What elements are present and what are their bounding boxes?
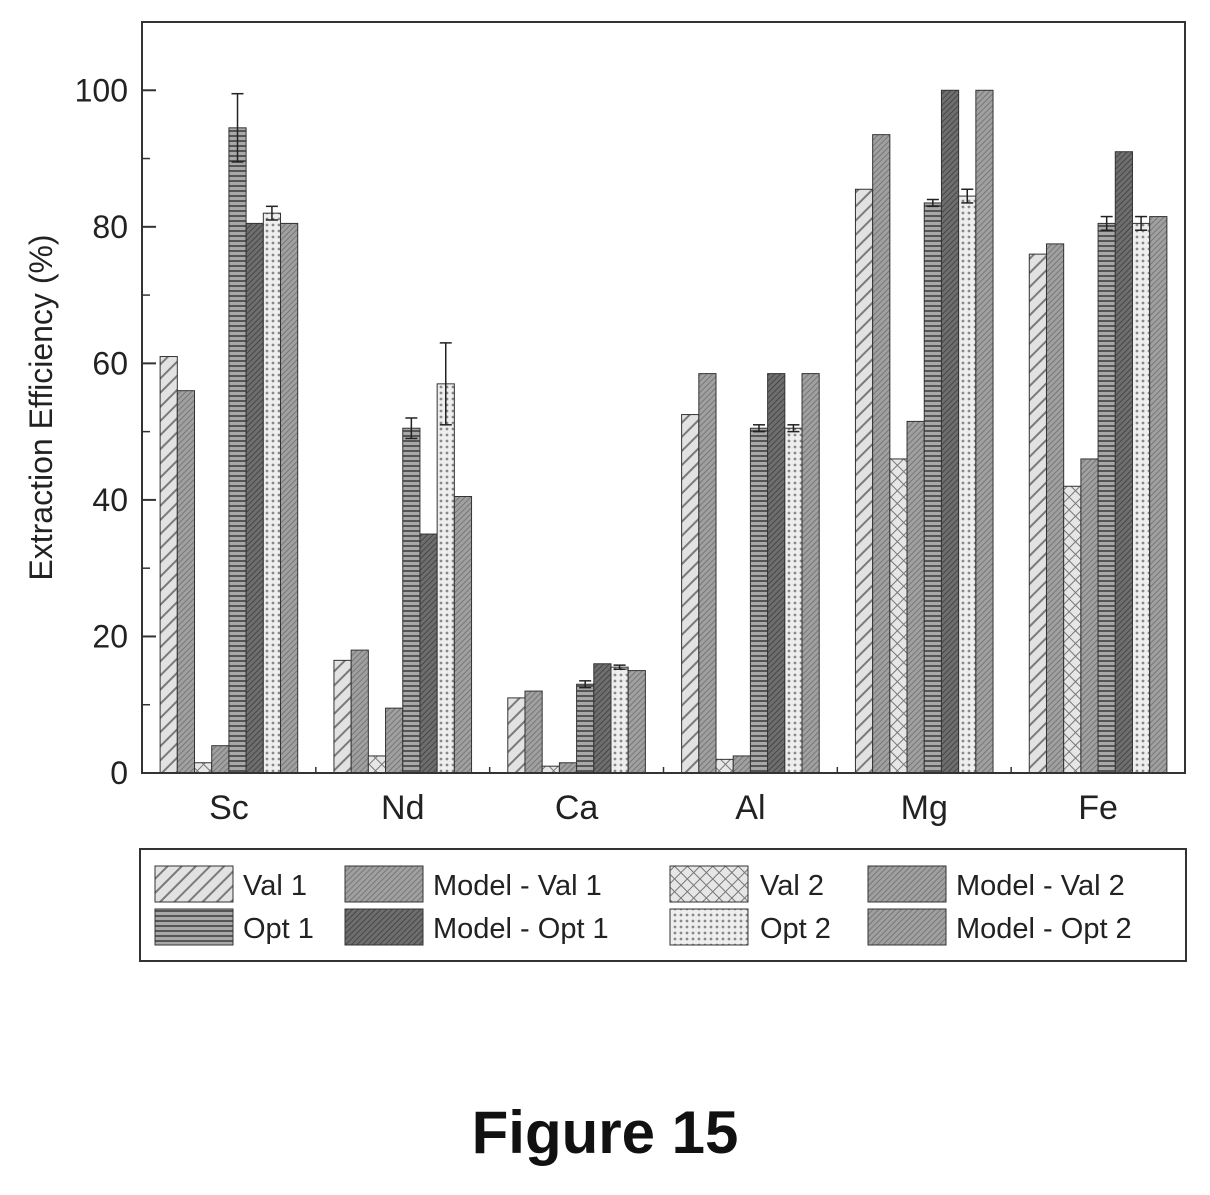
bar-sc-val-1: [159, 356, 178, 774]
bar-fe-val-1: [1028, 253, 1047, 774]
bar-al-model-val-2: [732, 755, 751, 774]
y-tick-label: 0: [110, 755, 128, 791]
tick-labels: 0 20 40 60 80 100 Sc Nd Ca Al Mg Fe: [75, 72, 1118, 827]
bar-fe-val-2: [1063, 485, 1082, 774]
bar-fe-model-opt-1: [1114, 151, 1133, 774]
bar-al-opt-1: [749, 427, 769, 774]
bar-sc-model-val-2: [211, 745, 230, 774]
bar-fe-model-val-1: [1045, 243, 1065, 774]
bar-mg-model-opt-1: [940, 89, 960, 774]
y-tick-label: 100: [75, 72, 128, 108]
x-tick-label: Al: [735, 789, 765, 827]
bar-sc-model-opt-2: [280, 222, 299, 774]
bar-ca-opt-1: [576, 683, 595, 774]
bar-ca-val-1: [507, 697, 526, 774]
bar-al-model-val-1: [698, 373, 717, 774]
y-tick-label: 40: [92, 482, 128, 518]
legend-label: Model - Val 2: [956, 870, 1125, 902]
bar-sc-model-val-1: [176, 390, 196, 774]
y-tick-label: 20: [92, 618, 128, 654]
y-axis-title: Extraction Efficiency (%): [23, 234, 59, 580]
x-tick-label: Fe: [1078, 789, 1118, 827]
bar-mg-model-val-1: [872, 134, 891, 774]
bar-al-model-opt-1: [767, 373, 786, 774]
bar-fe-opt-2: [1131, 222, 1151, 774]
bar-nd-val-2: [367, 755, 387, 774]
bar-sc-opt-2: [262, 212, 282, 774]
bar-nd-model-val-2: [385, 707, 404, 774]
x-tick-label: Ca: [555, 789, 599, 827]
bar-nd-opt-2: [436, 383, 455, 774]
error-bars: [231, 92, 1148, 689]
bar-ca-model-val-2: [558, 762, 578, 774]
bar-ca-model-opt-2: [627, 670, 646, 774]
bar-nd-model-opt-2: [453, 495, 473, 774]
bar-al-val-1: [681, 414, 700, 774]
x-tick-label: Sc: [209, 789, 249, 827]
x-tick-label: Mg: [901, 789, 948, 827]
bar-nd-model-val-1: [350, 649, 369, 774]
legend-swatch: [344, 865, 424, 903]
bar-al-val-2: [715, 758, 734, 774]
bar-nd-opt-1: [402, 427, 421, 774]
bar-mg-val-2: [889, 458, 908, 774]
bar-sc-opt-1: [228, 127, 247, 774]
y-tick-label: 80: [92, 209, 128, 245]
bar-ca-model-opt-1: [593, 663, 612, 774]
bar-mg-model-opt-2: [975, 89, 994, 774]
bar-al-model-opt-2: [801, 373, 820, 774]
bars: [159, 89, 1168, 774]
legend-swatch: [154, 908, 234, 946]
legend-swatch: [344, 908, 424, 946]
legend-swatch: [867, 865, 947, 903]
bar-mg-model-val-2: [906, 420, 925, 774]
legend-label: Val 2: [760, 870, 824, 902]
legend-label: Model - Opt 2: [956, 913, 1132, 945]
legend-label: Model - Opt 1: [433, 913, 609, 945]
legend-label: Opt 2: [760, 913, 831, 945]
legend: Val 1 Model - Val 1 Val 2 Model - Val 2 Opt …: [139, 848, 1187, 962]
bar-mg-val-1: [854, 188, 874, 774]
bar-ca-model-val-1: [524, 690, 543, 774]
legend-box: [139, 848, 1187, 962]
bar-fe-model-val-2: [1080, 458, 1099, 774]
bar-chart: 0 20 40 60 80 100 Sc Nd Ca Al Mg Fe Extraction Effi…: [23, 21, 1187, 962]
legend-label: Val 1: [243, 870, 307, 902]
bar-nd-val-1: [333, 659, 352, 774]
bar-sc-model-opt-1: [245, 222, 264, 774]
legend-swatch: [669, 908, 749, 946]
y-tick-label: 60: [92, 345, 128, 381]
bar-mg-opt-2: [958, 195, 977, 774]
bar-sc-val-2: [194, 762, 213, 774]
legend-swatch: [867, 908, 947, 946]
x-tick-label: Nd: [381, 789, 424, 827]
legend-swatch: [669, 865, 749, 903]
legend-label: Opt 1: [243, 913, 314, 945]
legend-label: Model - Val 1: [433, 870, 602, 902]
bar-ca-val-2: [541, 765, 560, 774]
bar-mg-opt-1: [923, 202, 942, 774]
plot-frame: [141, 21, 1186, 774]
bar-al-opt-2: [784, 427, 803, 774]
legend-swatch: [154, 865, 234, 903]
bar-fe-opt-1: [1097, 222, 1116, 774]
bar-fe-model-opt-2: [1149, 216, 1168, 774]
figure-caption: Figure 15: [471, 1099, 739, 1166]
bar-nd-model-opt-1: [419, 533, 438, 774]
bar-ca-opt-2: [610, 666, 629, 774]
